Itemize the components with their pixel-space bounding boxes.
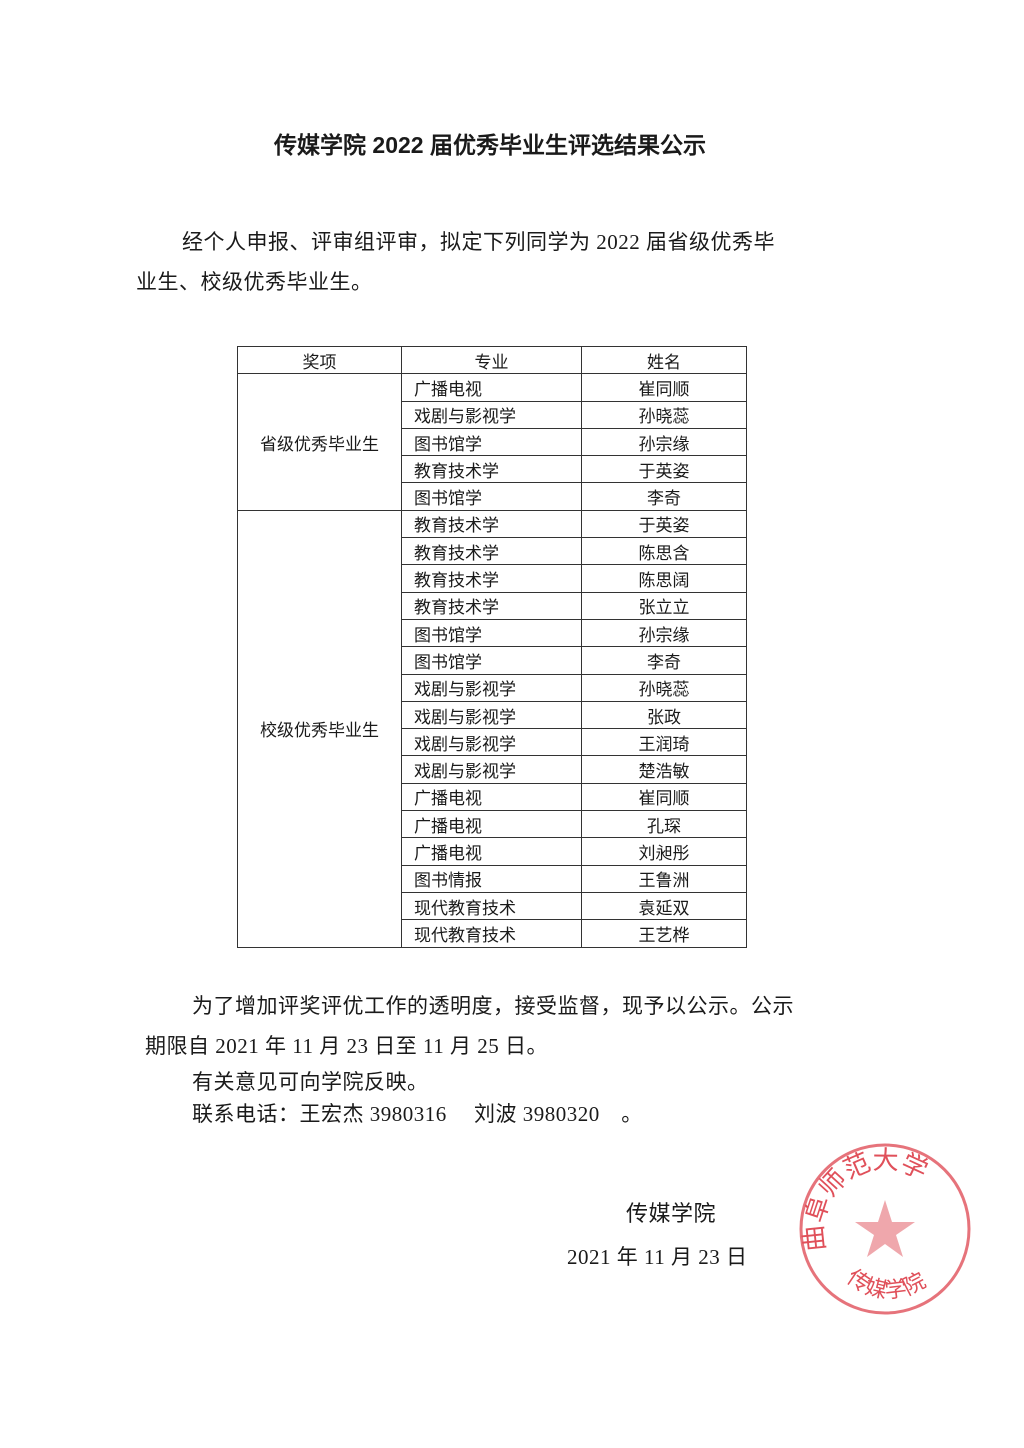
major-cell: 戏剧与影视学 (401, 400, 582, 429)
name-cell: 孙晓蕊 (581, 673, 747, 702)
major-cell: 广播电视 (401, 837, 582, 866)
name-cell: 于英姿 (581, 509, 747, 539)
major-cell: 教育技术学 (401, 509, 582, 539)
name-cell: 袁延双 (581, 891, 747, 921)
closing-line-3: 有关意见可向学院反映。 (192, 1070, 429, 1094)
major-cell: 图书馆学 (401, 482, 582, 511)
header-major: 专业 (401, 345, 582, 375)
name-cell: 王润琦 (581, 728, 747, 757)
table-row: 教育技术学 张立立 (238, 591, 747, 620)
major-cell: 戏剧与影视学 (401, 700, 582, 730)
name-cell: 孙宗缘 (581, 427, 747, 457)
header-award: 奖项 (237, 345, 402, 375)
major-cell: 教育技术学 (401, 564, 582, 593)
signature-org: 传媒学院 (626, 1201, 717, 1226)
major-cell: 现代教育技术 (401, 891, 582, 921)
page-title: 传媒学院 2022 届优秀毕业生评选结果公示 (274, 132, 706, 158)
major-cell: 戏剧与影视学 (401, 728, 582, 757)
table-row: 教育技术学 陈思含 (238, 537, 747, 566)
name-cell: 张政 (581, 700, 747, 730)
major-cell: 图书情报 (401, 864, 582, 893)
table-row: 图书馆学 李奇 (238, 646, 747, 675)
major-cell: 现代教育技术 (401, 919, 582, 948)
seal-text-bottom: 传媒学院 (843, 1264, 930, 1303)
header-name: 姓名 (581, 345, 747, 375)
table-row: 图书馆学 李奇 (238, 482, 747, 511)
table-row: 戏剧与影视学 孙晓蕊 (238, 400, 747, 429)
name-cell: 陈思阔 (581, 564, 747, 593)
major-cell: 戏剧与影视学 (401, 673, 582, 702)
major-cell: 教育技术学 (401, 537, 582, 566)
name-cell: 李奇 (581, 646, 747, 675)
results-table: 奖项 专业 姓名 省级优秀毕业生 广播电视 崔同顺 戏剧与影视学 孙晓蕊 图书馆学 孙宗缘教… (237, 345, 747, 948)
name-cell: 张立立 (581, 591, 747, 620)
svg-text:传媒学院: 传媒学院 (843, 1264, 930, 1303)
name-cell: 崔同顺 (581, 373, 747, 402)
contact-line: 联系电话：王宏杰 3980316 刘波 3980320 。 (192, 1102, 643, 1126)
table-row: 戏剧与影视学 楚浩敏 (238, 755, 747, 784)
table-row: 广播电视 孔琛 (238, 810, 747, 839)
name-cell: 王鲁洲 (581, 864, 747, 893)
svg-text:曲阜师范大学: 曲阜师范大学 (799, 1146, 932, 1253)
major-cell: 图书馆学 (401, 427, 582, 457)
name-cell: 孔琛 (581, 810, 747, 839)
name-cell: 于英姿 (581, 455, 747, 484)
closing-line-1: 为了增加评奖评优工作的透明度，接受监督，现予以公示。公示 (192, 994, 794, 1018)
major-cell: 广播电视 (401, 782, 582, 812)
table-row: 校级优秀毕业生 教育技术学 于英姿 (237, 509, 747, 948)
name-cell: 楚浩敏 (581, 755, 747, 784)
name-cell: 陈思含 (581, 537, 747, 566)
name-cell: 王艺桦 (581, 919, 747, 948)
major-cell: 戏剧与影视学 (401, 755, 582, 784)
table-row: 图书馆学 孙宗缘 (238, 427, 747, 457)
table-row: 广播电视 刘昶彤 (238, 837, 747, 866)
table-row: 图书情报 王鲁洲 (238, 864, 747, 893)
closing-line-2: 期限自 2021 年 11 月 23 日至 11 月 25 日。 (145, 1034, 548, 1058)
name-cell: 刘昶彤 (581, 837, 747, 866)
major-cell: 广播电视 (401, 810, 582, 839)
table-row: 省级优秀毕业生 广播电视 崔同顺 (237, 373, 747, 511)
table-row: 戏剧与影视学 张政 (238, 700, 747, 730)
table-row: 广播电视 崔同顺 (238, 782, 747, 812)
name-cell: 李奇 (581, 482, 747, 511)
table-row: 教育技术学 于英姿 (238, 455, 747, 484)
seal-text-top: 曲阜师范大学 (799, 1146, 932, 1253)
table-header-row: 奖项 专业 姓名 (237, 345, 747, 375)
award-cell: 校级优秀毕业生 (237, 509, 402, 948)
table-row: 戏剧与影视学 孙晓蕊 (238, 673, 747, 702)
table-row: 教育技术学 陈思阔 (238, 564, 747, 593)
signature-date: 2021 年 11 月 23 日 (567, 1245, 748, 1269)
major-cell: 图书馆学 (401, 618, 582, 648)
intro-line-2: 业生、校级优秀毕业生。 (136, 270, 373, 294)
official-seal: 曲阜师范大学 传媒学院 (799, 1143, 971, 1315)
table-row: 现代教育技术 王艺桦 (238, 919, 747, 948)
name-cell: 孙宗缘 (581, 618, 747, 648)
table-row: 图书馆学 孙宗缘 (238, 618, 747, 648)
major-cell: 教育技术学 (401, 591, 582, 620)
major-cell: 图书馆学 (401, 646, 582, 675)
name-cell: 崔同顺 (581, 782, 747, 812)
major-cell: 教育技术学 (401, 455, 582, 484)
table-row: 戏剧与影视学 王润琦 (238, 728, 747, 757)
intro-line-1: 经个人申报、评审组评审，拟定下列同学为 2022 届省级优秀毕 (182, 230, 775, 254)
name-cell: 孙晓蕊 (581, 400, 747, 429)
award-cell: 省级优秀毕业生 (237, 373, 402, 511)
major-cell: 广播电视 (401, 373, 582, 402)
